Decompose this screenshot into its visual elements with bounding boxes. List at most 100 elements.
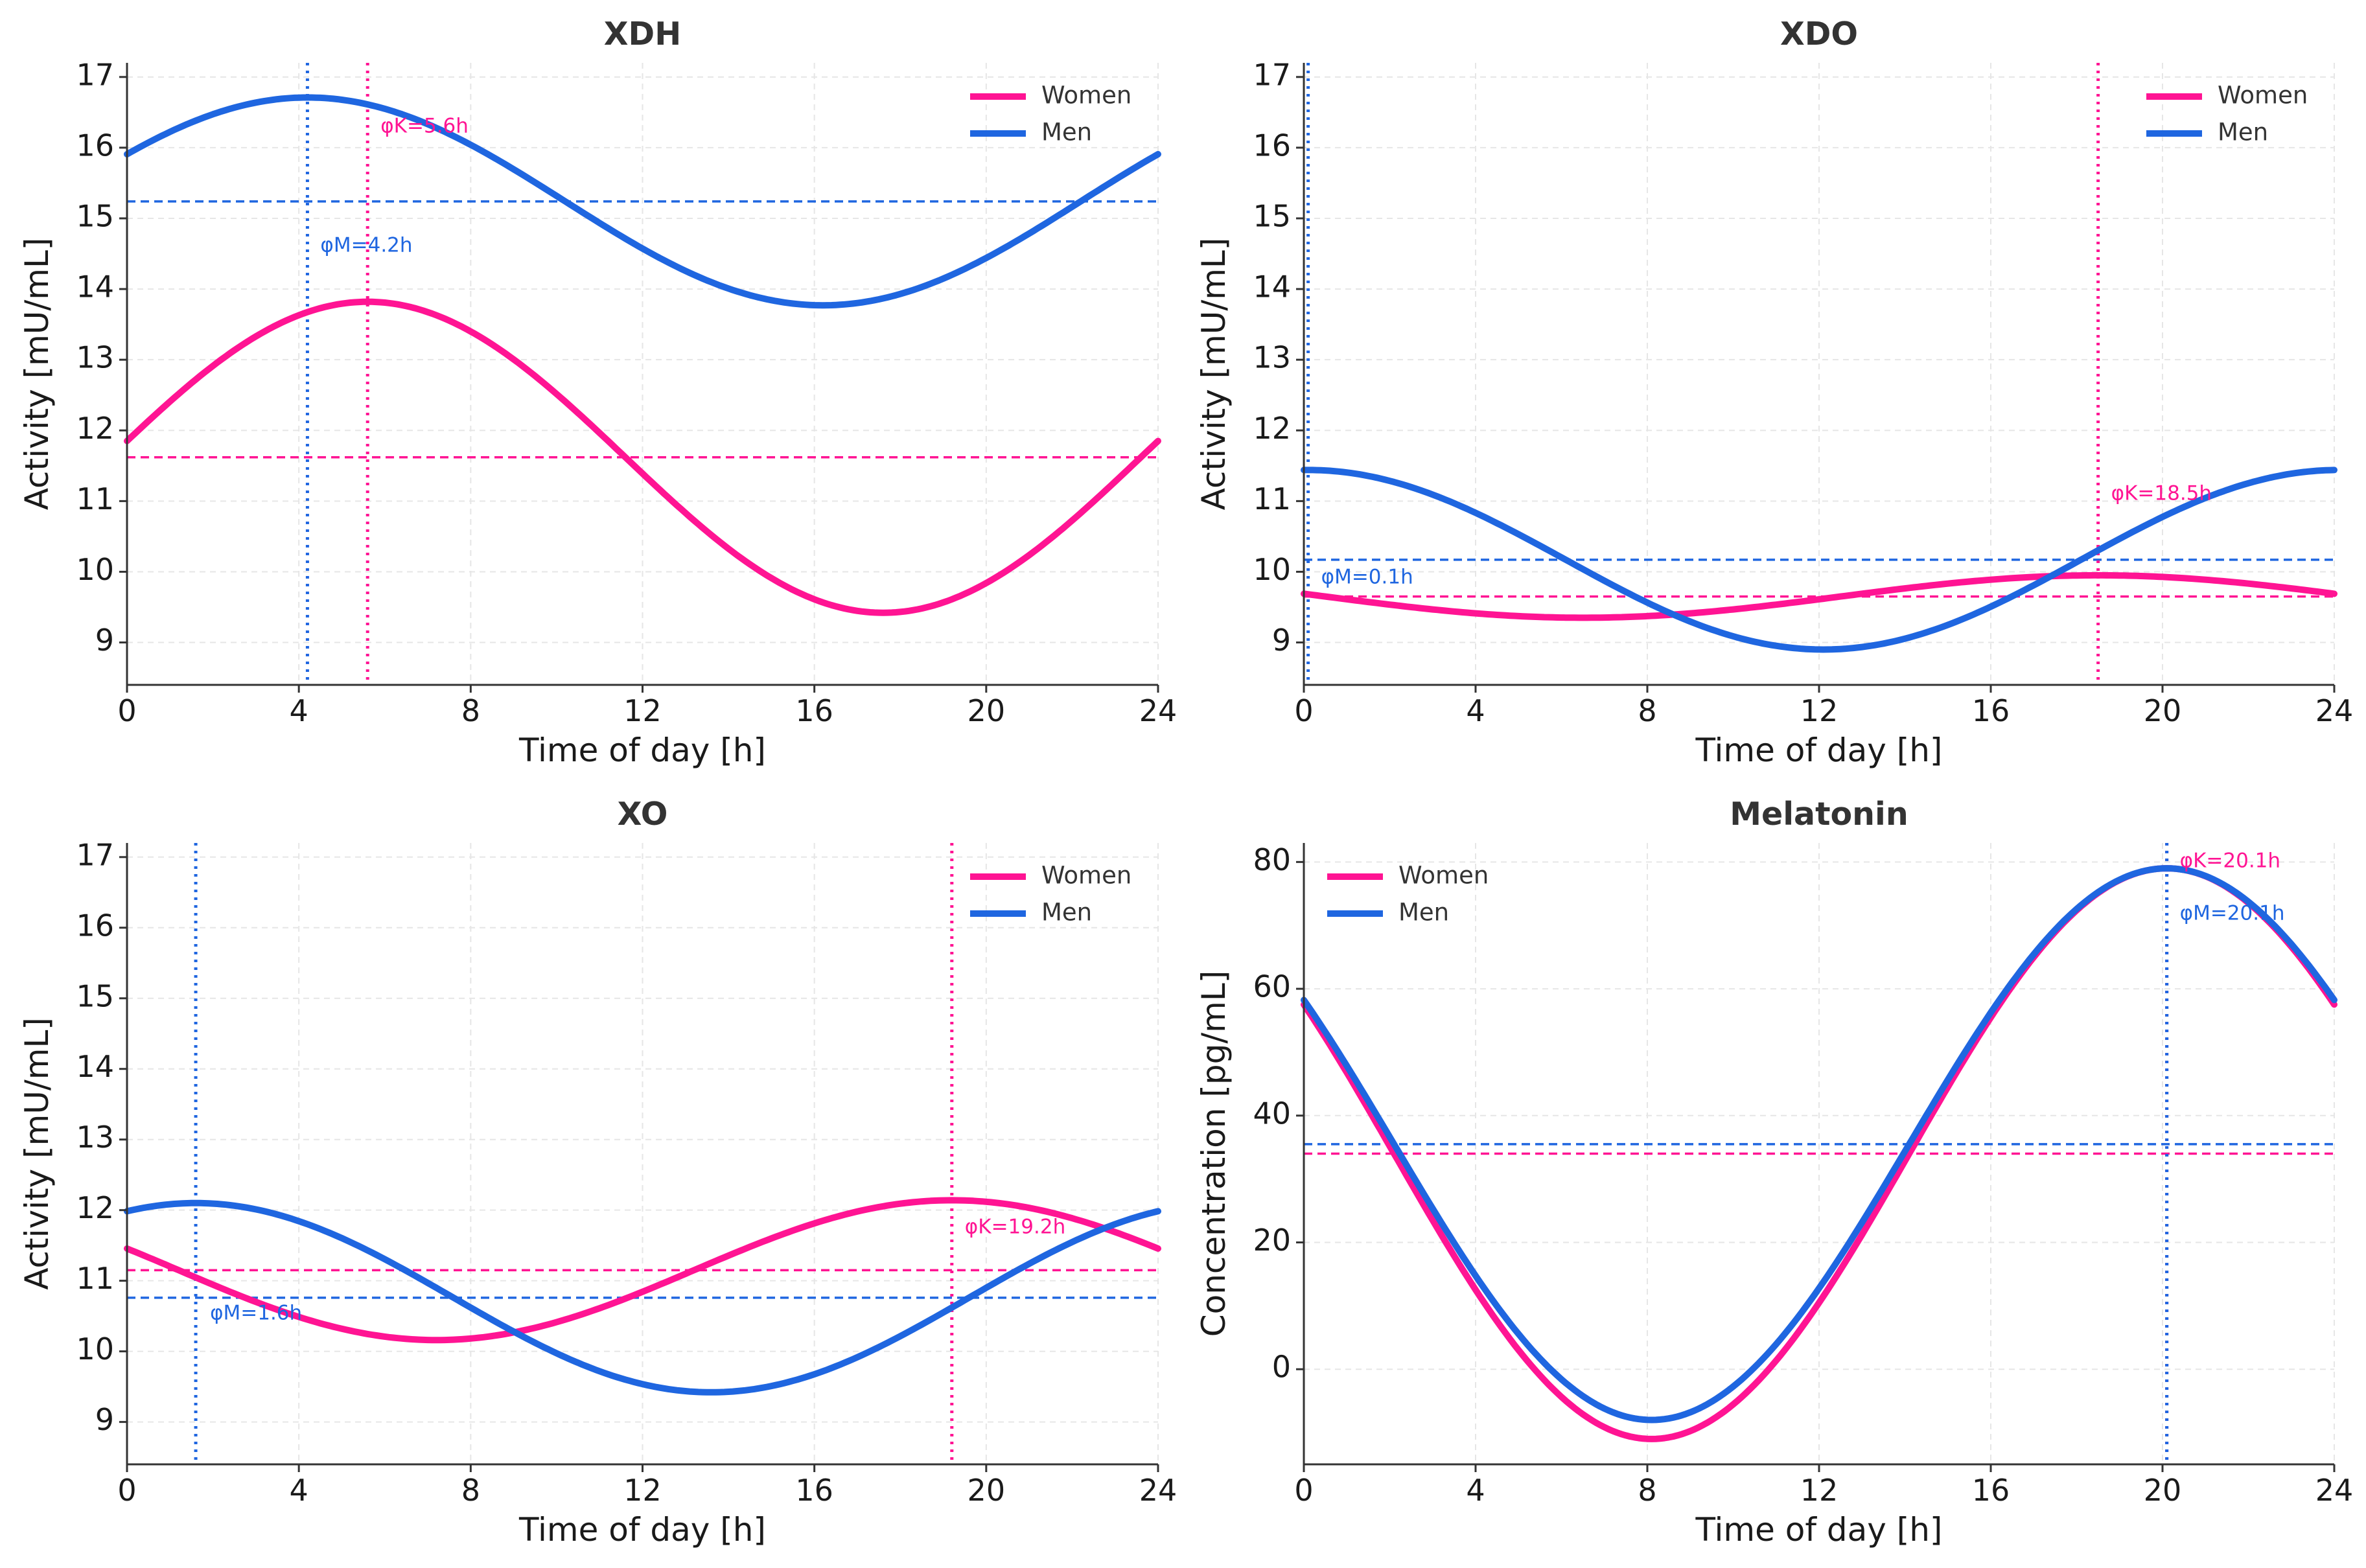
chart-title: XDO — [1780, 16, 1858, 52]
x-tick-label: 20 — [968, 1473, 1006, 1508]
x-tick-label: 24 — [1139, 693, 1177, 728]
series-line-men — [1301, 865, 2337, 1424]
legend-label-women: Women — [1041, 82, 1131, 110]
phase-label-women: φK=18.5h — [2111, 482, 2212, 505]
x-tick-label: 12 — [1800, 1473, 1838, 1508]
phase-label-men: φM=4.2h — [320, 234, 412, 257]
y-tick-label: 14 — [76, 270, 114, 305]
y-axis-label: Activity [mU/mL] — [1195, 238, 1233, 511]
y-tick-label: 9 — [95, 623, 114, 658]
chart-title: XO — [618, 796, 668, 833]
phase-label-men: φM=20.1h — [2180, 902, 2285, 925]
y-tick-label: 17 — [76, 837, 114, 872]
y-axis-label: Activity [mU/mL] — [18, 238, 56, 511]
y-tick-label: 12 — [76, 411, 114, 446]
x-axis-label: Time of day [h] — [1695, 732, 1943, 769]
y-tick-label: 15 — [1253, 199, 1291, 234]
x-tick-label: 20 — [2144, 1473, 2182, 1508]
x-tick-label: 12 — [1800, 693, 1838, 728]
y-tick-label: 16 — [76, 908, 114, 943]
y-tick-label: 20 — [1253, 1223, 1291, 1258]
y-tick-label: 0 — [1272, 1350, 1291, 1385]
series-line-men — [1301, 467, 2337, 653]
y-tick-label: 17 — [1253, 57, 1291, 92]
y-tick-label: 12 — [76, 1190, 114, 1225]
x-tick-label: 8 — [461, 1473, 480, 1508]
series-line-men — [124, 94, 1161, 309]
y-tick-label: 10 — [76, 1332, 114, 1366]
x-tick-label: 4 — [1466, 693, 1485, 728]
y-tick-label: 14 — [1253, 270, 1291, 305]
y-tick-label: 16 — [1253, 128, 1291, 163]
x-tick-label: 20 — [968, 693, 1006, 728]
chart-panel-0: φK=5.6h φM=4.2h 0 4 8 12 16 20 24 9 10 11 12 13 14 15 16… — [18, 16, 1177, 769]
x-tick-label: 8 — [1638, 693, 1656, 728]
y-tick-label: 10 — [1253, 552, 1291, 587]
y-tick-label: 9 — [95, 1402, 114, 1437]
chart-title: Melatonin — [1730, 796, 1908, 833]
series-line-women — [124, 298, 1161, 616]
chart-title: XDH — [604, 16, 681, 52]
y-tick-label: 60 — [1253, 969, 1291, 1004]
legend-label-women: Women — [1041, 862, 1131, 890]
x-tick-label: 12 — [623, 1473, 662, 1508]
x-axis-label: Time of day [h] — [518, 1511, 766, 1549]
phase-label-women: φK=20.1h — [2180, 849, 2280, 873]
y-tick-label: 15 — [76, 978, 114, 1013]
x-tick-label: 0 — [117, 1473, 136, 1508]
x-tick-label: 12 — [623, 693, 662, 728]
x-tick-label: 0 — [1294, 1473, 1313, 1508]
chart-panel-1: φK=18.5h φM=0.1h 0 4 8 12 16 20 24 9 10 11 12 13 14 15 1… — [1195, 16, 2353, 769]
chart-panel-3: φK=20.1h φM=20.1h 0 4 8 12 16 20 24 0 20 40 60 80 Mela… — [1195, 796, 2353, 1549]
y-tick-label: 11 — [1253, 481, 1291, 516]
legend-label-women: Women — [1398, 862, 1489, 890]
x-axis-label: Time of day [h] — [1695, 1511, 1943, 1549]
legend-label-men: Men — [1041, 119, 1092, 146]
phase-label-women: φK=5.6h — [380, 115, 469, 138]
y-tick-label: 17 — [76, 57, 114, 92]
x-tick-label: 8 — [1638, 1473, 1656, 1508]
x-tick-label: 20 — [2144, 693, 2182, 728]
x-tick-label: 0 — [1294, 693, 1313, 728]
y-tick-label: 13 — [76, 340, 114, 375]
y-tick-label: 14 — [76, 1049, 114, 1084]
phase-label-men: φM=1.6h — [210, 1302, 302, 1325]
y-axis-label: Concentration [pg/mL] — [1195, 971, 1233, 1337]
y-tick-label: 80 — [1253, 842, 1291, 877]
y-tick-label: 13 — [1253, 340, 1291, 375]
y-tick-label: 15 — [76, 199, 114, 234]
series-line-women — [1301, 571, 2337, 621]
legend-label-men: Men — [1398, 899, 1449, 927]
x-tick-label: 8 — [461, 693, 480, 728]
x-tick-label: 24 — [1139, 1473, 1177, 1508]
x-tick-label: 4 — [290, 693, 308, 728]
y-tick-label: 11 — [76, 1261, 114, 1296]
x-tick-label: 16 — [1972, 1473, 2010, 1508]
x-axis-label: Time of day [h] — [518, 732, 766, 769]
phase-label-men: φM=0.1h — [1321, 566, 1413, 589]
chart-panel-2: φK=19.2h φM=1.6h 0 4 8 12 16 20 24 9 10 11 12 13 14 15 1… — [18, 796, 1177, 1549]
y-tick-label: 13 — [76, 1120, 114, 1155]
legend-label-men: Men — [2218, 119, 2268, 146]
x-tick-label: 4 — [1466, 1473, 1485, 1508]
x-tick-label: 16 — [795, 693, 833, 728]
series-line-women — [124, 1197, 1161, 1344]
series-line-men — [124, 1199, 1161, 1396]
x-tick-label: 16 — [1972, 693, 2010, 728]
y-tick-label: 10 — [76, 552, 114, 587]
y-tick-label: 40 — [1253, 1096, 1291, 1131]
phase-label-women: φK=19.2h — [965, 1216, 1065, 1239]
x-tick-label: 16 — [795, 1473, 833, 1508]
x-tick-label: 4 — [290, 1473, 308, 1508]
y-tick-label: 16 — [76, 128, 114, 163]
y-tick-label: 11 — [76, 481, 114, 516]
y-tick-label: 12 — [1253, 411, 1291, 446]
legend-label-men: Men — [1041, 899, 1092, 927]
x-tick-label: 0 — [117, 693, 136, 728]
x-tick-label: 24 — [2315, 1473, 2354, 1508]
y-tick-label: 9 — [1272, 623, 1291, 658]
x-tick-label: 24 — [2315, 693, 2354, 728]
y-axis-label: Activity [mU/mL] — [18, 1017, 56, 1290]
legend-label-women: Women — [2218, 82, 2308, 110]
